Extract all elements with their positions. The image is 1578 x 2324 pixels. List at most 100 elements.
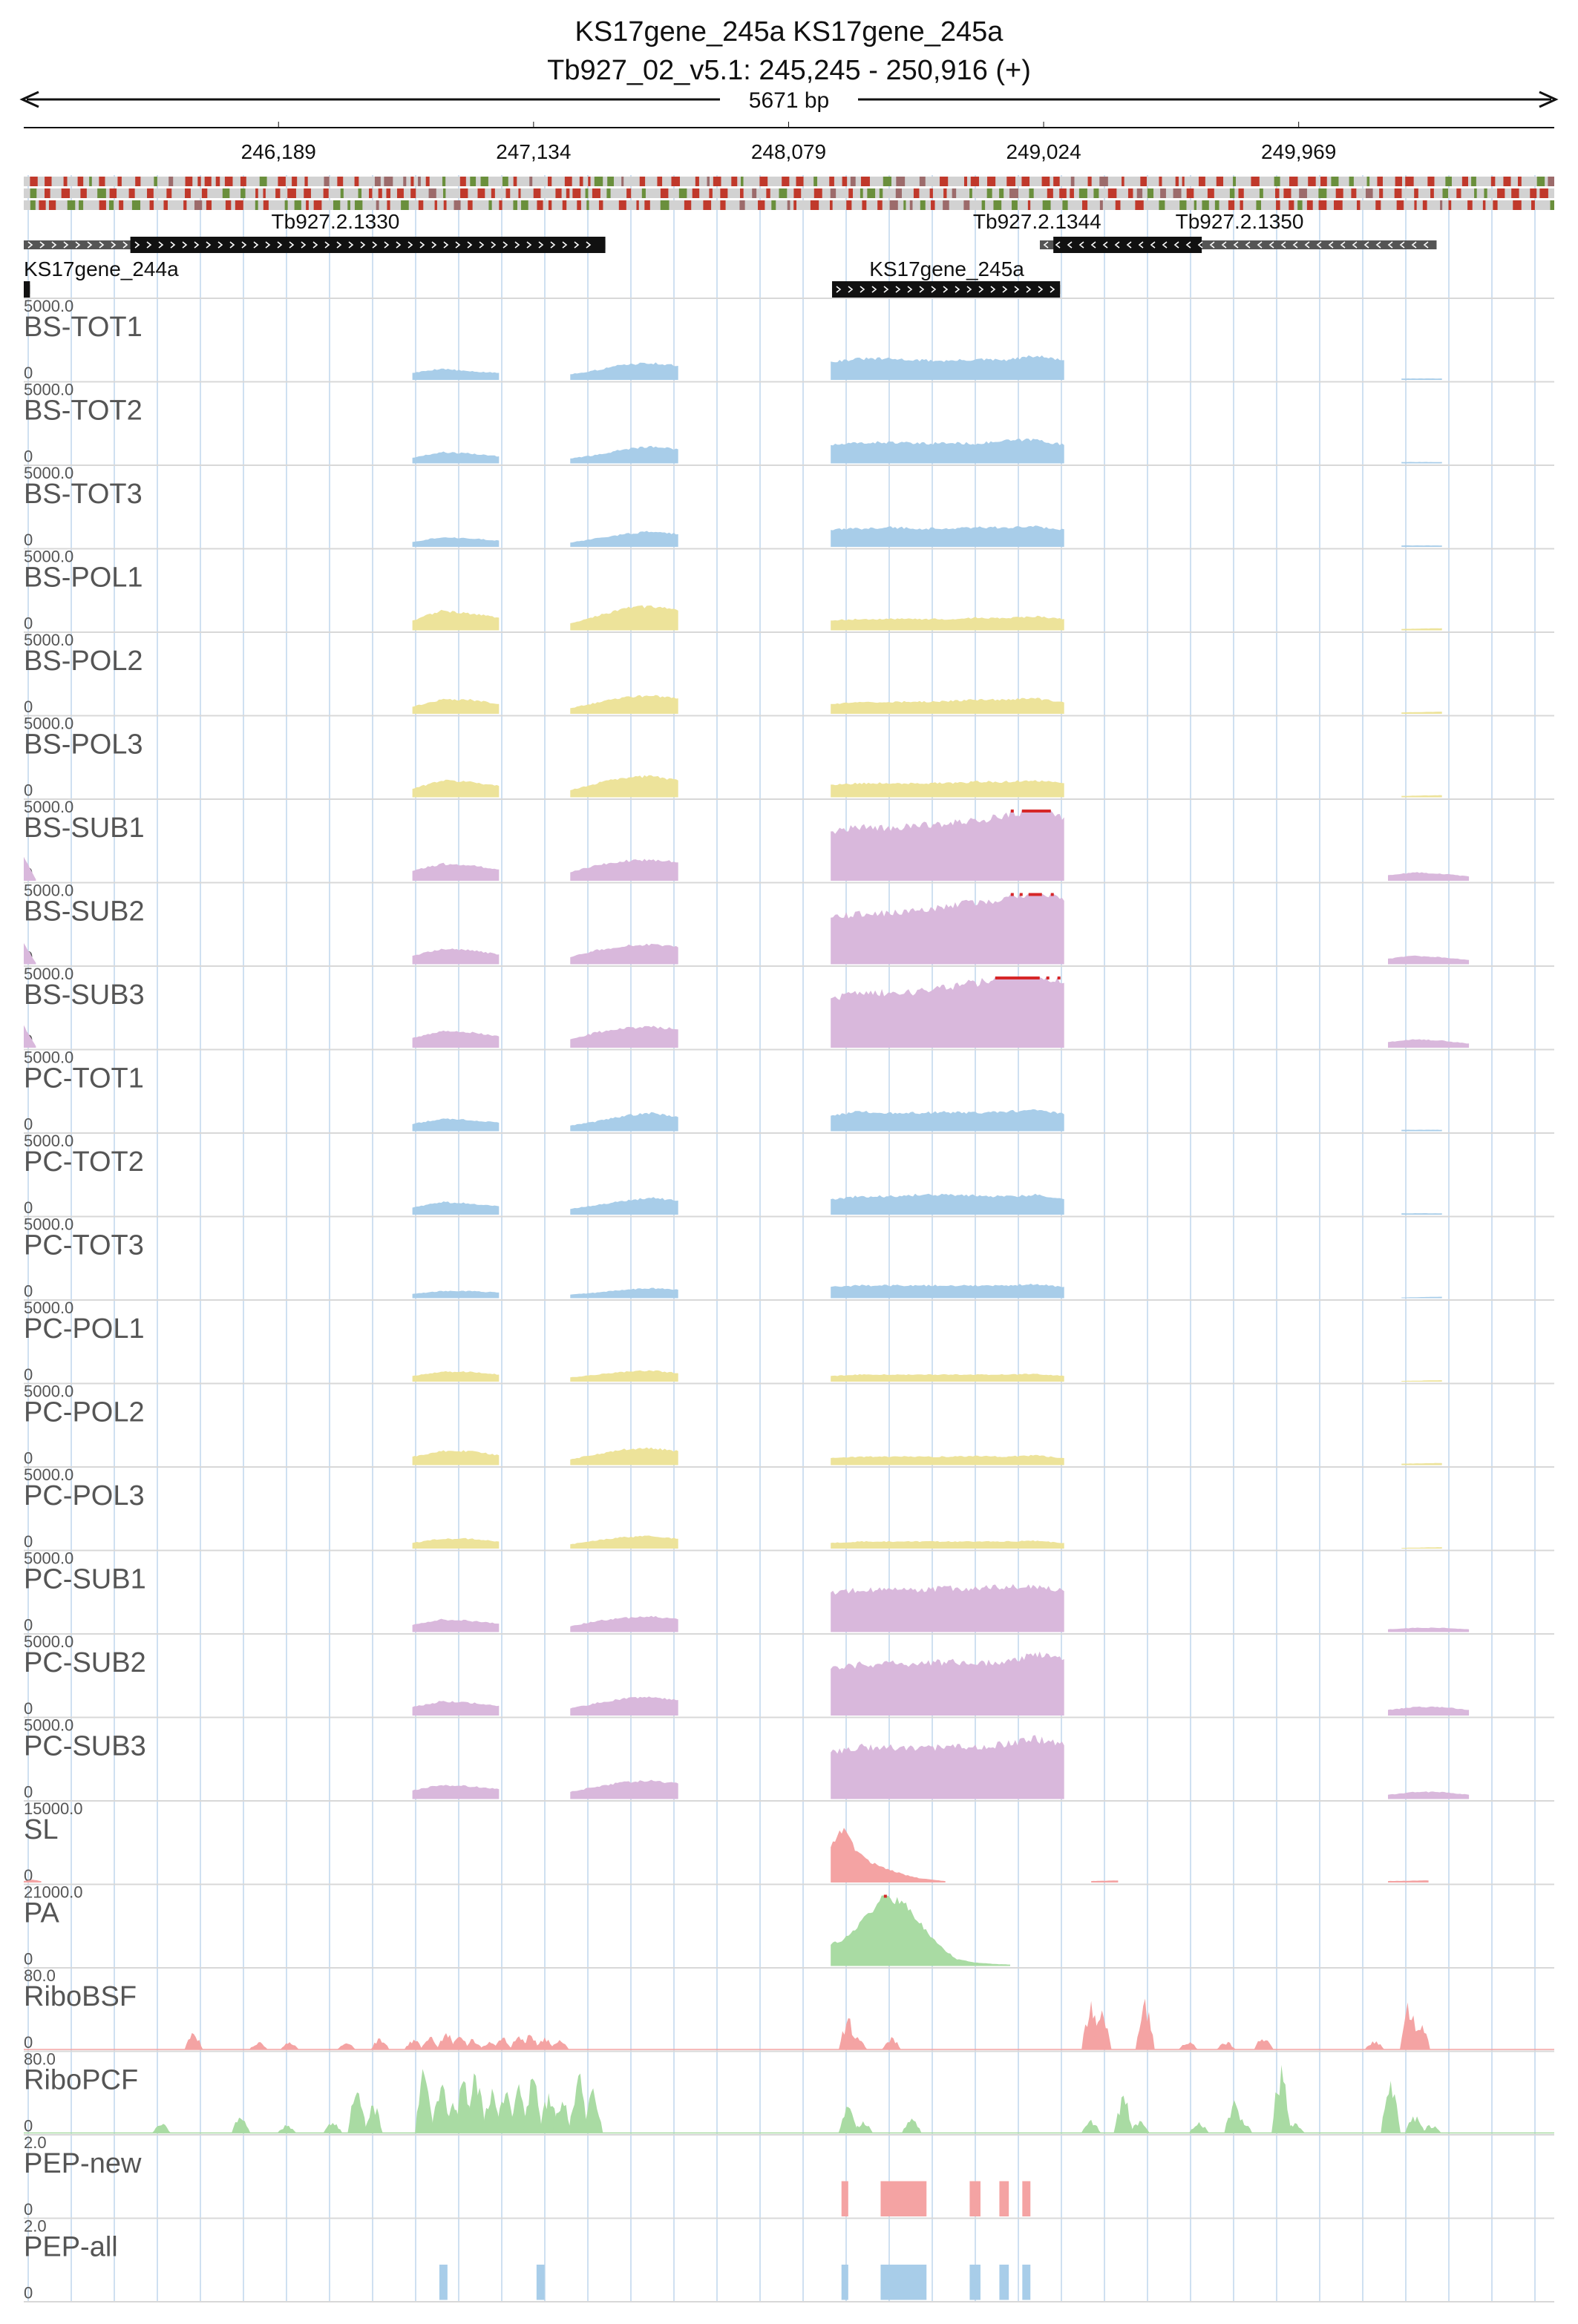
ribo-peak — [1216, 2041, 1236, 2049]
track-name: BS-SUB1 — [24, 813, 145, 844]
variant-mark — [813, 177, 818, 186]
coverage-area — [831, 1109, 1064, 1132]
variant-mark — [793, 188, 802, 198]
variant-mark — [555, 188, 562, 198]
coverage-area — [831, 1828, 946, 1882]
variant-mark — [1159, 200, 1165, 210]
track-name: PC-TOT2 — [24, 1146, 144, 1178]
clip-indicator — [1010, 810, 1014, 813]
variant-mark — [1366, 177, 1370, 186]
ribo-peak — [280, 2042, 299, 2049]
variant-mark — [889, 200, 898, 210]
track-pc-sub3: 5000.0PC-SUB3 0 — [24, 1716, 1554, 1802]
coverage-area — [412, 862, 500, 881]
coverage-area — [570, 1447, 678, 1465]
variant-mark — [1136, 188, 1143, 198]
track-min-label: 0 — [24, 697, 33, 716]
ribo-peak — [1135, 1998, 1155, 2049]
variant-mark — [963, 200, 970, 210]
variant-mark — [1318, 188, 1327, 198]
ribo-peak — [364, 2105, 383, 2133]
ribo-peak — [853, 2121, 873, 2133]
variant-mark — [292, 177, 298, 186]
variant-mark — [48, 200, 56, 210]
variant-mark — [810, 200, 819, 210]
variant-mark — [1427, 177, 1435, 186]
variant-mark — [1396, 200, 1404, 210]
variant-mark — [1318, 200, 1327, 210]
track-max-label: 5000.0 — [24, 1382, 73, 1401]
coverage-area — [1388, 1039, 1470, 1048]
variant-mark — [1194, 200, 1197, 210]
ribo-peak — [1179, 2042, 1198, 2049]
track-pc-sub1: 5000.0PC-SUB1 0 — [24, 1549, 1554, 1635]
track-max-label: 5000.0 — [24, 464, 73, 482]
variant-mark — [1179, 200, 1187, 210]
track-min-label: 0 — [24, 2200, 33, 2219]
ribo-peak — [839, 2018, 858, 2049]
variant-mark — [97, 188, 106, 198]
variant-mark — [386, 188, 391, 198]
variant-mark — [829, 177, 834, 186]
gene-label: Tb927.2.1350 — [1176, 210, 1304, 233]
track-pc-pol3: 5000.0PC-POL3 0 — [24, 1465, 1554, 1551]
ribo-peak — [1285, 2123, 1305, 2133]
coverage-area — [570, 1779, 678, 1799]
variant-mark — [30, 200, 36, 210]
track-name: BS-POL2 — [24, 646, 143, 677]
variant-mark — [752, 188, 757, 198]
ribo-peak — [523, 2078, 543, 2133]
coverage-area — [570, 1370, 678, 1382]
page-title: KS17gene_245a KS17gene_245a — [574, 16, 1004, 47]
coverage-area — [412, 1618, 500, 1632]
variant-mark — [896, 177, 906, 186]
clip-indicator — [1021, 810, 1051, 813]
variant-mark — [1198, 177, 1205, 186]
variant-mark — [185, 177, 193, 186]
track-name: BS-SUB3 — [24, 979, 145, 1011]
strand-arrow-icon — [27, 241, 592, 249]
ribo-peak — [1092, 2010, 1112, 2049]
variant-mark — [1530, 200, 1535, 210]
variant-mark — [1107, 188, 1117, 198]
ruler-tick-label: 246,189 — [241, 140, 316, 163]
coverage-area — [570, 695, 678, 714]
variant-mark — [566, 188, 570, 198]
ribo-peak — [370, 2038, 390, 2049]
ribo-peak — [1232, 2118, 1252, 2133]
variant-mark — [255, 188, 258, 198]
track-name: PC-POL3 — [24, 1480, 145, 1511]
variant-mark — [1377, 177, 1383, 186]
variant-mark — [1461, 177, 1468, 186]
variant-mark — [354, 177, 359, 186]
ribo-peak — [466, 2073, 485, 2133]
variant-mark — [410, 188, 416, 198]
ribo-peak — [493, 2038, 513, 2049]
variant-mark — [1042, 200, 1051, 210]
variant-mark — [572, 188, 581, 198]
variant-mark — [1029, 188, 1034, 198]
track-name: BS-TOT3 — [24, 479, 143, 510]
variant-mark — [586, 200, 589, 210]
region-coordinates: Tb927_02_v5.1: 245,245 - 250,916 (+) — [547, 55, 1031, 86]
track-name: BS-POL3 — [24, 729, 143, 761]
gene-thick-body — [24, 281, 30, 298]
variant-mark — [1256, 200, 1262, 210]
variant-mark — [275, 188, 281, 198]
coverage-area — [570, 943, 678, 965]
track-pc-sub2: 5000.0PC-SUB2 0 — [24, 1632, 1554, 1718]
variant-mark — [459, 177, 466, 186]
peptide-bar — [999, 2265, 1009, 2300]
variant-mark — [1186, 188, 1194, 198]
clip-indicator — [1050, 893, 1054, 896]
variant-mark — [895, 188, 902, 198]
variant-mark — [263, 188, 266, 198]
variant-mark — [657, 177, 663, 186]
track-min-label: 0 — [24, 531, 33, 549]
variant-mark — [1099, 200, 1103, 210]
coverage-area — [570, 605, 678, 631]
variant-mark — [513, 200, 517, 210]
track-max-label: 5000.0 — [24, 1716, 73, 1735]
